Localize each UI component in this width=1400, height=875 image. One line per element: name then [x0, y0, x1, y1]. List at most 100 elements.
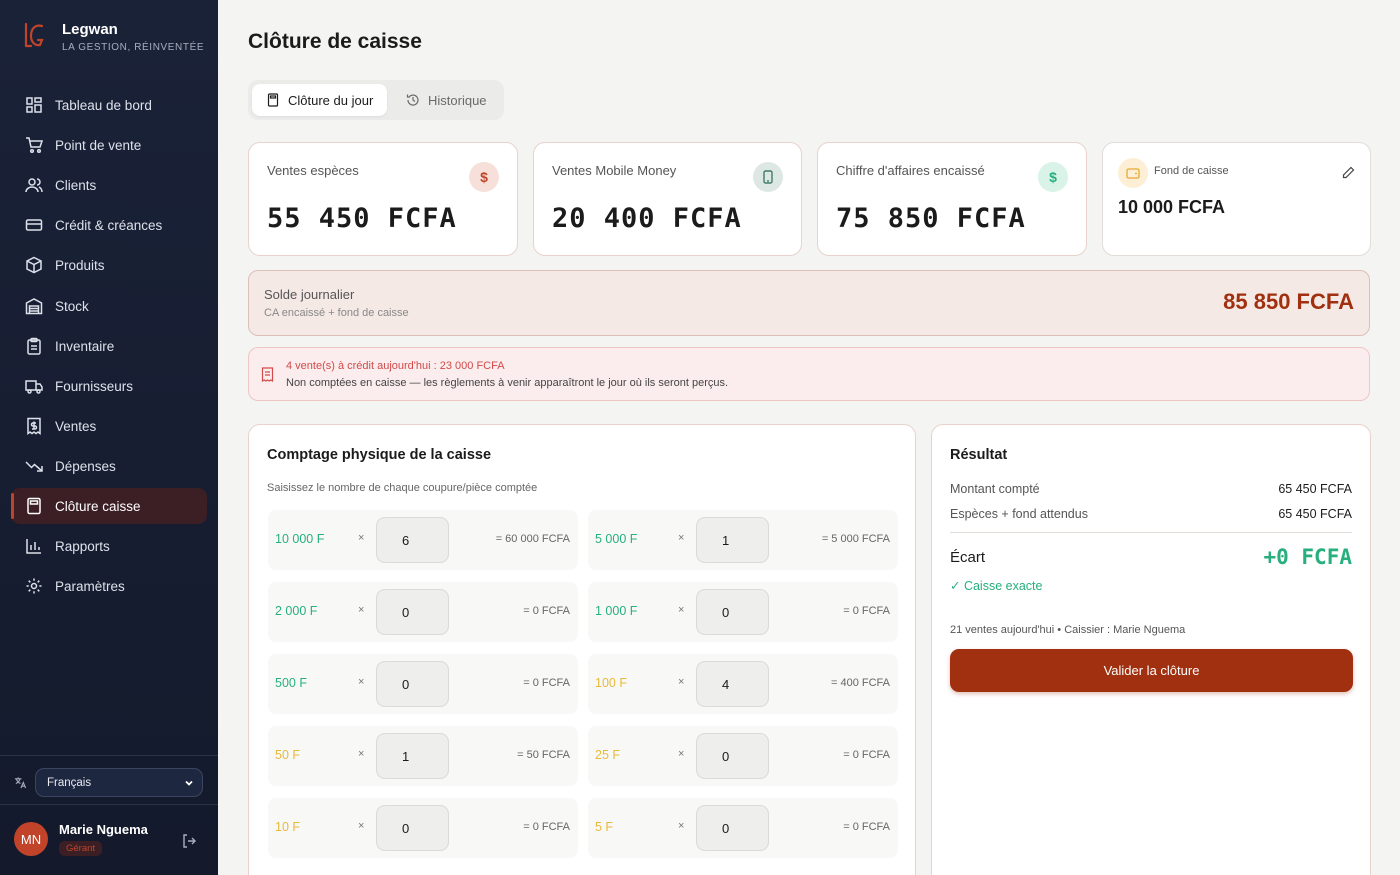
tab-bar: Clôture du jour Historique	[248, 80, 504, 120]
credit-sales-banner: 4 vente(s) à crédit aujourd'hui : 23 000…	[248, 347, 1370, 401]
denomination-row: 50 F × 1 = 50 FCFA	[268, 726, 578, 786]
denomination-label: 50 F	[275, 748, 301, 762]
logout-icon[interactable]	[181, 833, 197, 849]
sidebar-item-parametres[interactable]: Paramètres	[11, 568, 207, 604]
stat-card-chiffre-affaires: Chiffre d'affaires encaissé $ 75 850 FCF…	[817, 142, 1087, 256]
denomination-count-input[interactable]: 1	[696, 517, 769, 563]
tab-historique[interactable]: Historique	[392, 84, 501, 116]
result-footer: 21 ventes aujourd'hui • Caissier : Marie…	[950, 624, 1186, 636]
history-icon	[406, 94, 419, 106]
denomination-count-input[interactable]: 0	[696, 589, 769, 635]
expected-label: Espèces + fond attendus	[950, 507, 1088, 521]
stat-label: Ventes Mobile Money	[552, 163, 677, 178]
denomination-row: 5 F × 0 = 0 FCFA	[588, 798, 898, 858]
sidebar-item-rapports[interactable]: Rapports	[11, 528, 207, 564]
sidebar-item-point-de-vente[interactable]: Point de vente	[11, 127, 207, 163]
result-title: Résultat	[950, 447, 1008, 463]
user-role-badge: Gérant	[59, 841, 103, 856]
sidebar-item-cloture-caisse[interactable]: Clôture caisse	[11, 488, 207, 524]
stat-label: Ventes espèces	[267, 163, 359, 178]
package-icon	[26, 256, 42, 274]
counted-value: 65 450 FCFA	[1278, 482, 1352, 496]
sidebar-item-credit[interactable]: Crédit & créances	[11, 207, 207, 243]
sidebar-item-clients[interactable]: Clients	[11, 167, 207, 203]
calculator-icon	[267, 93, 279, 107]
sidebar-item-stock[interactable]: Stock	[11, 288, 207, 324]
denomination-row: 10 000 F × 6 = 60 000 FCFA	[268, 510, 578, 570]
sidebar-item-ventes[interactable]: Ventes	[11, 408, 207, 444]
sidebar-item-label: Tableau de bord	[55, 97, 152, 113]
solde-label: Solde journalier	[264, 287, 355, 302]
denomination-count-input[interactable]: 0	[376, 661, 449, 707]
sidebar-item-label: Ventes	[55, 418, 97, 434]
denomination-count-input[interactable]: 1	[376, 733, 449, 779]
brand[interactable]: Legwan LA GESTION, RÉINVENTÉE	[22, 20, 204, 53]
page-title: Clôture de caisse	[248, 30, 422, 53]
counting-title: Comptage physique de la caisse	[267, 447, 492, 463]
times-sign: ×	[678, 604, 685, 616]
sidebar-item-depenses[interactable]: Dépenses	[11, 448, 207, 484]
denomination-count-input[interactable]: 0	[376, 805, 449, 851]
dollar-icon: $	[469, 162, 499, 192]
sidebar: Legwan LA GESTION, RÉINVENTÉE Tableau de…	[0, 0, 218, 875]
denomination-row: 5 000 F × 1 = 5 000 FCFA	[588, 510, 898, 570]
cart-icon	[26, 137, 43, 154]
fund-label: Fond de caisse	[1154, 165, 1229, 177]
solde-value: 85 850 FCFA	[1223, 289, 1354, 314]
edit-icon[interactable]	[1342, 166, 1355, 179]
fund-card: Fond de caisse 10 000 FCFA	[1102, 142, 1371, 256]
denomination-count-input[interactable]: 0	[376, 589, 449, 635]
validate-closure-button[interactable]: Valider la clôture	[950, 649, 1353, 692]
denomination-row: 1 000 F × 0 = 0 FCFA	[588, 582, 898, 642]
sidebar-item-label: Fournisseurs	[55, 378, 134, 394]
expected-value: 65 450 FCFA	[1278, 507, 1352, 521]
denomination-subtotal: = 0 FCFA	[523, 821, 570, 833]
receipt-icon	[261, 367, 274, 382]
denomination-subtotal: = 0 FCFA	[843, 749, 890, 761]
wallet-icon	[1118, 158, 1148, 188]
stat-label: Chiffre d'affaires encaissé	[836, 163, 985, 178]
dashboard-icon	[26, 97, 42, 113]
gear-icon	[26, 578, 42, 594]
tab-cloture-du-jour[interactable]: Clôture du jour	[252, 84, 388, 116]
user-profile[interactable]: MN Marie Nguema Gérant	[14, 822, 148, 856]
sidebar-item-label: Rapports	[55, 538, 110, 554]
denomination-label: 1 000 F	[595, 604, 638, 618]
sidebar-item-label: Produits	[55, 257, 105, 273]
stat-value: 20 400 FCFA	[552, 203, 742, 234]
sidebar-item-inventaire[interactable]: Inventaire	[11, 328, 207, 364]
denomination-count-input[interactable]: 0	[696, 733, 769, 779]
divider	[950, 532, 1352, 533]
times-sign: ×	[358, 532, 365, 544]
truck-icon	[25, 380, 43, 394]
denomination-subtotal: = 60 000 FCFA	[495, 533, 570, 545]
counting-subtitle: Saisissez le nombre de chaque coupure/pi…	[267, 482, 538, 494]
denomination-count-input[interactable]: 6	[376, 517, 449, 563]
denomination-label: 500 F	[275, 676, 307, 690]
avatar: MN	[14, 822, 48, 856]
sidebar-item-label: Point de vente	[55, 137, 142, 153]
sidebar-item-label: Clôture caisse	[55, 498, 141, 514]
sidebar-item-label: Stock	[55, 298, 89, 314]
language-select[interactable]: Français	[35, 768, 203, 797]
denomination-row: 10 F × 0 = 0 FCFA	[268, 798, 578, 858]
sidebar-item-label: Paramètres	[55, 578, 125, 594]
sidebar-item-tableau-de-bord[interactable]: Tableau de bord	[11, 87, 207, 123]
denomination-row: 500 F × 0 = 0 FCFA	[268, 654, 578, 714]
result-panel: Résultat Montant compté 65 450 FCFA Espè…	[931, 424, 1371, 875]
counted-row: Montant compté 65 450 FCFA	[950, 482, 1352, 496]
denomination-count-input[interactable]: 0	[696, 805, 769, 851]
sidebar-item-fournisseurs[interactable]: Fournisseurs	[11, 368, 207, 404]
smartphone-icon	[753, 162, 783, 192]
counted-label: Montant compté	[950, 482, 1040, 496]
denomination-subtotal: = 0 FCFA	[843, 821, 890, 833]
denomination-label: 100 F	[595, 676, 627, 690]
brand-name: Legwan	[62, 21, 118, 38]
chevron-down-icon	[185, 780, 193, 786]
sidebar-item-label: Clients	[55, 177, 97, 193]
sidebar-divider	[0, 804, 218, 805]
sidebar-item-produits[interactable]: Produits	[11, 247, 207, 283]
denomination-count-input[interactable]: 4	[696, 661, 769, 707]
denomination-subtotal: = 50 FCFA	[517, 749, 570, 761]
solde-journalier: Solde journalier CA encaissé + fond de c…	[248, 270, 1370, 336]
